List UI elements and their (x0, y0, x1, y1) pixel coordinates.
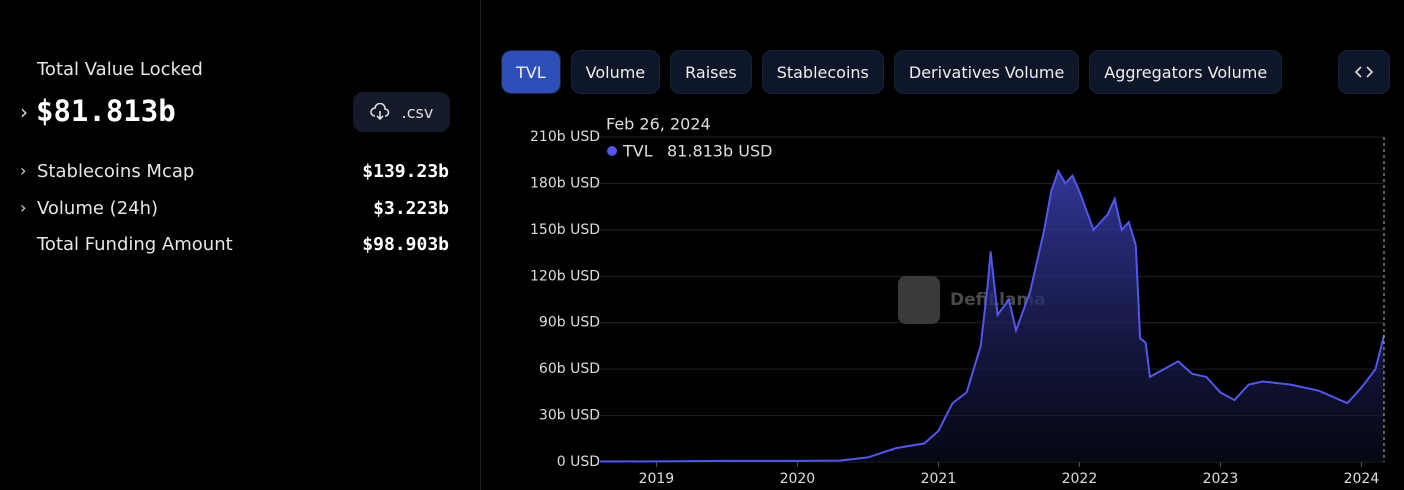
y-tick-label: 0 USD (557, 454, 600, 470)
tab[interactable]: Derivatives Volume (893, 50, 1080, 94)
tab[interactable]: Volume (570, 50, 661, 94)
expand-icon[interactable]: › (20, 161, 27, 180)
y-tick-label: 150b USD (530, 222, 600, 238)
y-tick-label: 180b USD (530, 175, 600, 191)
area-fill (600, 171, 1384, 462)
expand-icon[interactable]: › (20, 100, 28, 124)
embed-button[interactable] (1338, 50, 1390, 94)
tooltip-date: Feb 26, 2024 (606, 115, 711, 134)
stat-label: Stablecoins Mcap (37, 161, 195, 182)
tab[interactable]: Stablecoins (761, 50, 884, 94)
chart: 0 USD 30b USD 60b USD 90b USD 120b USD 150b U… (530, 115, 1385, 487)
x-tick-label: 2020 (780, 471, 816, 487)
stat-label: Total Funding Amount (37, 234, 233, 255)
watermark: DefiLlama (950, 290, 1046, 310)
x-tick-label: 2022 (1062, 471, 1098, 487)
y-tick-label: 120b USD (530, 268, 600, 284)
x-tick-label: 2021 (921, 471, 957, 487)
tab[interactable]: Aggregators Volume (1089, 50, 1283, 94)
line (599, 168, 1385, 463)
y-tick-label: 210b USD (530, 129, 600, 145)
sidebar: Total Value Locked › $81.813b .csv › Sta… (0, 0, 481, 490)
x-tick-label: 2023 (1203, 471, 1239, 487)
tvl-label: Total Value Locked (37, 59, 203, 80)
tab-bar: TVL Volume Raises Stablecoins Derivatives Vo… (501, 50, 1283, 94)
x-tick-label: 2024 (1344, 471, 1380, 487)
stat-value: $3.223b (373, 198, 449, 219)
y-tick-label: 30b USD (539, 408, 600, 424)
csv-button[interactable]: .csv (353, 92, 450, 132)
watermark-logo (898, 276, 940, 324)
tvl-value: $81.813b (36, 94, 176, 128)
stat-label: Volume (24h) (37, 198, 159, 219)
tooltip-series: TVL (622, 142, 653, 161)
stat-value: $98.903b (362, 234, 449, 255)
tab[interactable]: TVL (501, 50, 561, 94)
stat-value: $139.23b (362, 161, 449, 182)
legend-dot (607, 146, 617, 156)
csv-label: .csv (401, 102, 434, 122)
expand-icon[interactable]: › (20, 198, 27, 217)
tooltip-value: 81.813b USD (667, 142, 772, 161)
x-tick-label: 2019 (639, 471, 675, 487)
code-icon (1354, 66, 1374, 78)
y-tick-label: 60b USD (539, 361, 600, 377)
y-tick-label: 90b USD (539, 315, 600, 331)
download-icon (369, 103, 389, 121)
tab[interactable]: Raises (670, 50, 752, 94)
